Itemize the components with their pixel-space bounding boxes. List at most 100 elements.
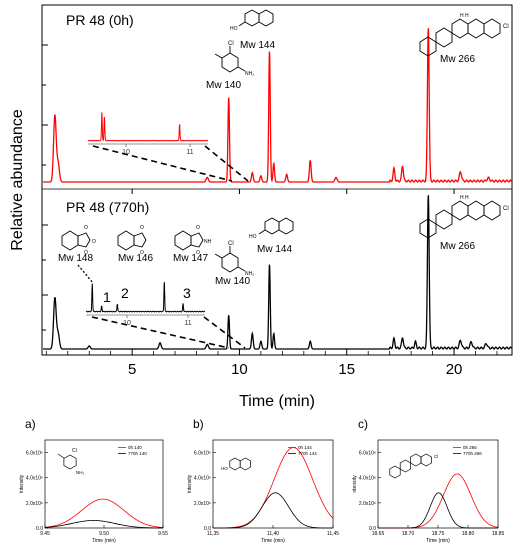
- mw-144-top: Mw 144: [240, 40, 275, 51]
- small-y-tick-label: 0.0: [204, 526, 211, 532]
- small-y-axis-label: ntensity: [352, 475, 358, 493]
- small-legend-label: 0h 144: [298, 445, 312, 450]
- inset-0h-tick-11: 11: [186, 149, 193, 156]
- small-series-770h-140: [44, 520, 163, 529]
- inset-peak-label-3: 3: [183, 285, 191, 301]
- svg-text:O: O: [84, 250, 88, 256]
- svg-text:H H: H H: [460, 13, 469, 19]
- mw-266-top: Mw 266: [440, 54, 475, 65]
- inset-770h-trace: [85, 281, 206, 313]
- mw-140-bottom: Mw 140: [215, 276, 250, 287]
- small-structure-icon: Cl: [389, 453, 438, 479]
- svg-text:O: O: [196, 250, 200, 256]
- small-y-tick-label: 4.0x10⁶: [26, 476, 43, 482]
- svg-text:NH₂: NH₂: [245, 271, 254, 277]
- small-panels: a) 0.0 2.0x10⁶ 4.0x10⁶ 6.0x10⁶ 9.45 9.50 9.55 Ti…: [19, 417, 504, 544]
- small-x-tick-label: 11,45: [327, 531, 339, 537]
- structure-phthalimide-icon: O NH O: [174, 225, 212, 256]
- main-x-tick-label-10: 10: [231, 361, 248, 378]
- main-x-axis-label: Time (min): [239, 393, 315, 410]
- small-chart-a: a) 0.0 2.0x10⁶ 4.0x10⁶ 6.0x10⁶ 9.45 9.50 9.55 Ti…: [19, 417, 168, 544]
- svg-text:Cl: Cl: [503, 206, 509, 212]
- small-series-770h-144: [213, 492, 333, 529]
- svg-text:O: O: [92, 239, 96, 245]
- small-y-tick-label: 4.0x10⁶: [359, 476, 376, 482]
- structure-indanedione-icon: O O: [117, 225, 147, 256]
- small-y-tick-label: 6.0x10⁶: [359, 451, 376, 457]
- small-legend-label: 0h 140: [128, 445, 142, 450]
- small-y-tick-label: 0.0: [369, 526, 376, 532]
- small-legend-label: 0h 266: [463, 445, 477, 450]
- small-panel-label: b): [193, 417, 204, 431]
- mw-266-bottom: Mw 266: [440, 241, 475, 252]
- small-y-tick-label: 6.0x10⁶: [194, 451, 211, 457]
- mw-146: Mw 146: [118, 253, 153, 264]
- svg-text:Cl: Cl: [228, 41, 234, 47]
- svg-text:NH₂: NH₂: [76, 470, 84, 475]
- mw-140-top: Mw 140: [206, 80, 241, 91]
- small-x-axis-label: Time (min): [426, 538, 450, 544]
- structure-dibenzo-bottom-icon: H H Cl: [419, 195, 509, 239]
- zoom-line-0h-a: [92, 145, 233, 182]
- small-x-tick-label: 18.80: [462, 531, 475, 537]
- small-x-tick-label: 9.55: [158, 531, 168, 537]
- svg-text:Cl: Cl: [503, 24, 509, 30]
- small-structure-icon: HO: [221, 457, 251, 471]
- svg-text:Cl: Cl: [72, 448, 77, 454]
- small-legend-label: 770h 144: [298, 451, 317, 456]
- main-y-ticks: [42, 44, 48, 331]
- small-y-tick-label: 2.0x10⁶: [194, 501, 211, 507]
- trace-770h: [43, 195, 513, 350]
- mw148-pointer: [77, 264, 94, 284]
- main-y-axis-label: Relative abundance: [9, 109, 26, 251]
- structure-dibenzo-top-icon: H H Cl: [419, 13, 509, 57]
- small-x-tick-label: 11,40: [267, 531, 279, 537]
- panel-label-770h: PR 48 (770h): [66, 199, 149, 215]
- svg-text:HO: HO: [221, 466, 228, 471]
- structure-phthalic-anhydride-icon: O O O: [61, 225, 96, 256]
- small-series-0h-266: [378, 473, 499, 529]
- inset-770h-tick-11: 11: [184, 320, 191, 327]
- small-legend-label: 770h 266: [463, 451, 482, 456]
- small-y-axis-label: Intensity: [19, 474, 25, 493]
- zoom-line-770h-b: [203, 316, 246, 349]
- small-x-tick-label: 18.85: [492, 531, 505, 537]
- small-x-tick-label: 18.65: [372, 531, 385, 537]
- small-x-tick-label: 9.50: [99, 531, 109, 537]
- inset-peak-label-1: 1: [103, 289, 111, 305]
- small-x-tick-label: 9.45: [40, 531, 50, 537]
- inset-peak-label-2: 2: [121, 285, 129, 301]
- small-y-tick-label: 2.0x10⁶: [26, 501, 43, 507]
- mw-144-bottom: Mw 144: [257, 244, 292, 255]
- small-structure-icon: Cl NH₂: [57, 448, 84, 475]
- small-x-tick-label: 18.70: [402, 531, 415, 537]
- inset-0h-trace: [87, 112, 209, 142]
- small-y-tick-label: 2.0x10⁶: [359, 501, 376, 507]
- small-panel-label: a): [25, 417, 36, 431]
- small-chart-b: b) 0.0 2.0x10⁶ 4.0x10⁶ 6.0x10⁶ 11,35 11,40 11,4…: [187, 417, 339, 544]
- small-x-axis-label: Time (min): [261, 538, 285, 544]
- small-y-tick-label: 6.0x10⁶: [26, 451, 43, 457]
- trace-0h: [43, 28, 513, 183]
- inset-770h: 10 11 1 2 3: [77, 264, 246, 349]
- small-series-0h-140: [44, 498, 164, 528]
- svg-text:H H: H H: [460, 195, 469, 201]
- svg-text:HO: HO: [230, 26, 238, 32]
- panel-label-0h: PR 48 (0h): [66, 12, 134, 28]
- main-x-tick-label-20: 20: [446, 361, 463, 378]
- small-legend-label: 770h 140: [128, 451, 147, 456]
- mw-147: Mw 147: [173, 253, 208, 264]
- small-panel-label: c): [358, 417, 368, 431]
- svg-text:Cl: Cl: [434, 454, 438, 459]
- main-x-ticks: 5 10 15 20: [45, 189, 498, 378]
- structure-chloro-methyl-aniline-bottom-icon: Cl NH₂: [214, 241, 254, 277]
- inset-770h-tick-10: 10: [123, 320, 131, 327]
- structure-naphthol-icon: HO: [230, 9, 274, 32]
- zoom-line-770h-a: [91, 316, 230, 349]
- structure-naphthol-bottom-icon: HO: [249, 217, 294, 240]
- main-plot-frame: [41, 4, 513, 356]
- small-x-tick-label: 18.75: [432, 531, 445, 537]
- mw-148: Mw 148: [58, 253, 93, 264]
- small-series-770h-266: [378, 492, 498, 529]
